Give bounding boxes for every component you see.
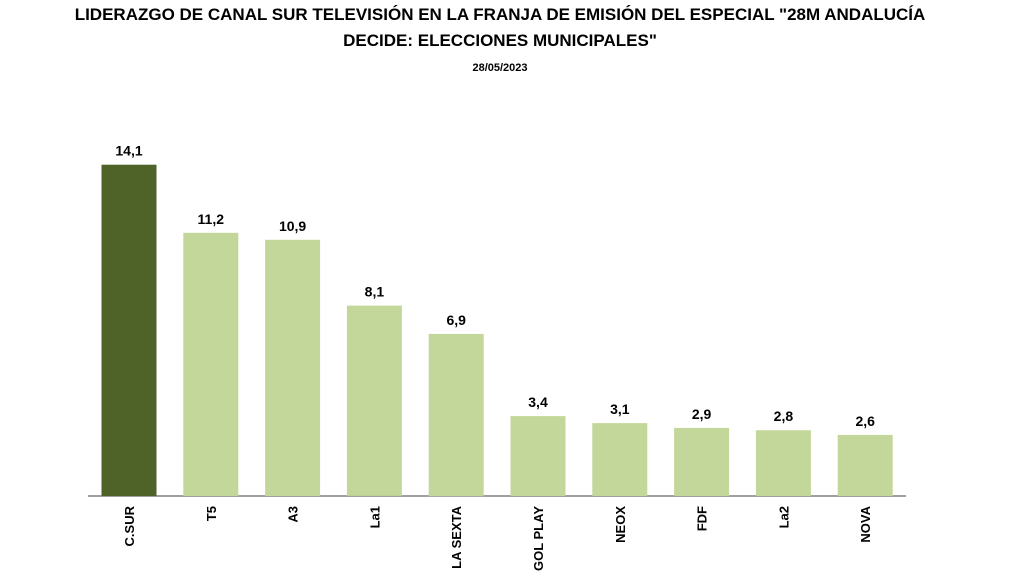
bar-t5: [183, 232, 239, 497]
value-label: 2,6: [855, 413, 875, 429]
value-label: 3,4: [528, 394, 548, 410]
category-label: GOL PLAY: [531, 506, 546, 571]
category-label: La2: [776, 506, 791, 528]
category-label: A3: [286, 506, 301, 523]
chart-title-line-2: DECIDE: ELECCIONES MUNICIPALES": [343, 31, 657, 50]
category-label: LA SEXTA: [449, 505, 464, 568]
value-label: 6,9: [446, 312, 466, 328]
category-label: La1: [367, 506, 382, 528]
category-label: NEOX: [613, 506, 628, 543]
bar-fdf: [674, 427, 730, 496]
value-label: 2,8: [774, 408, 794, 424]
category-label: FDF: [695, 506, 710, 531]
value-label: 14,1: [115, 143, 142, 159]
bar-la2: [755, 430, 811, 496]
chart-title-line-1: LIDERAZGO DE CANAL SUR TELEVISIÓN EN LA …: [74, 5, 926, 24]
bar-gol-play: [510, 416, 566, 496]
chart-subtitle: 28/05/2023: [472, 62, 528, 74]
bar-c-sur: [101, 164, 157, 496]
bar-la-sexta: [428, 333, 484, 497]
bar-la1: [346, 305, 402, 496]
category-label: T5: [204, 506, 219, 521]
value-label: 2,9: [692, 406, 712, 422]
bar-neox: [592, 423, 648, 496]
value-label: 8,1: [365, 284, 385, 300]
value-label: 3,1: [610, 401, 630, 417]
category-label: NOVA: [858, 505, 873, 542]
value-label: 11,2: [198, 211, 225, 227]
value-label: 10,9: [279, 218, 306, 234]
bar-nova: [837, 434, 893, 496]
category-label: C.SUR: [122, 505, 137, 546]
bar-a3: [265, 239, 321, 497]
